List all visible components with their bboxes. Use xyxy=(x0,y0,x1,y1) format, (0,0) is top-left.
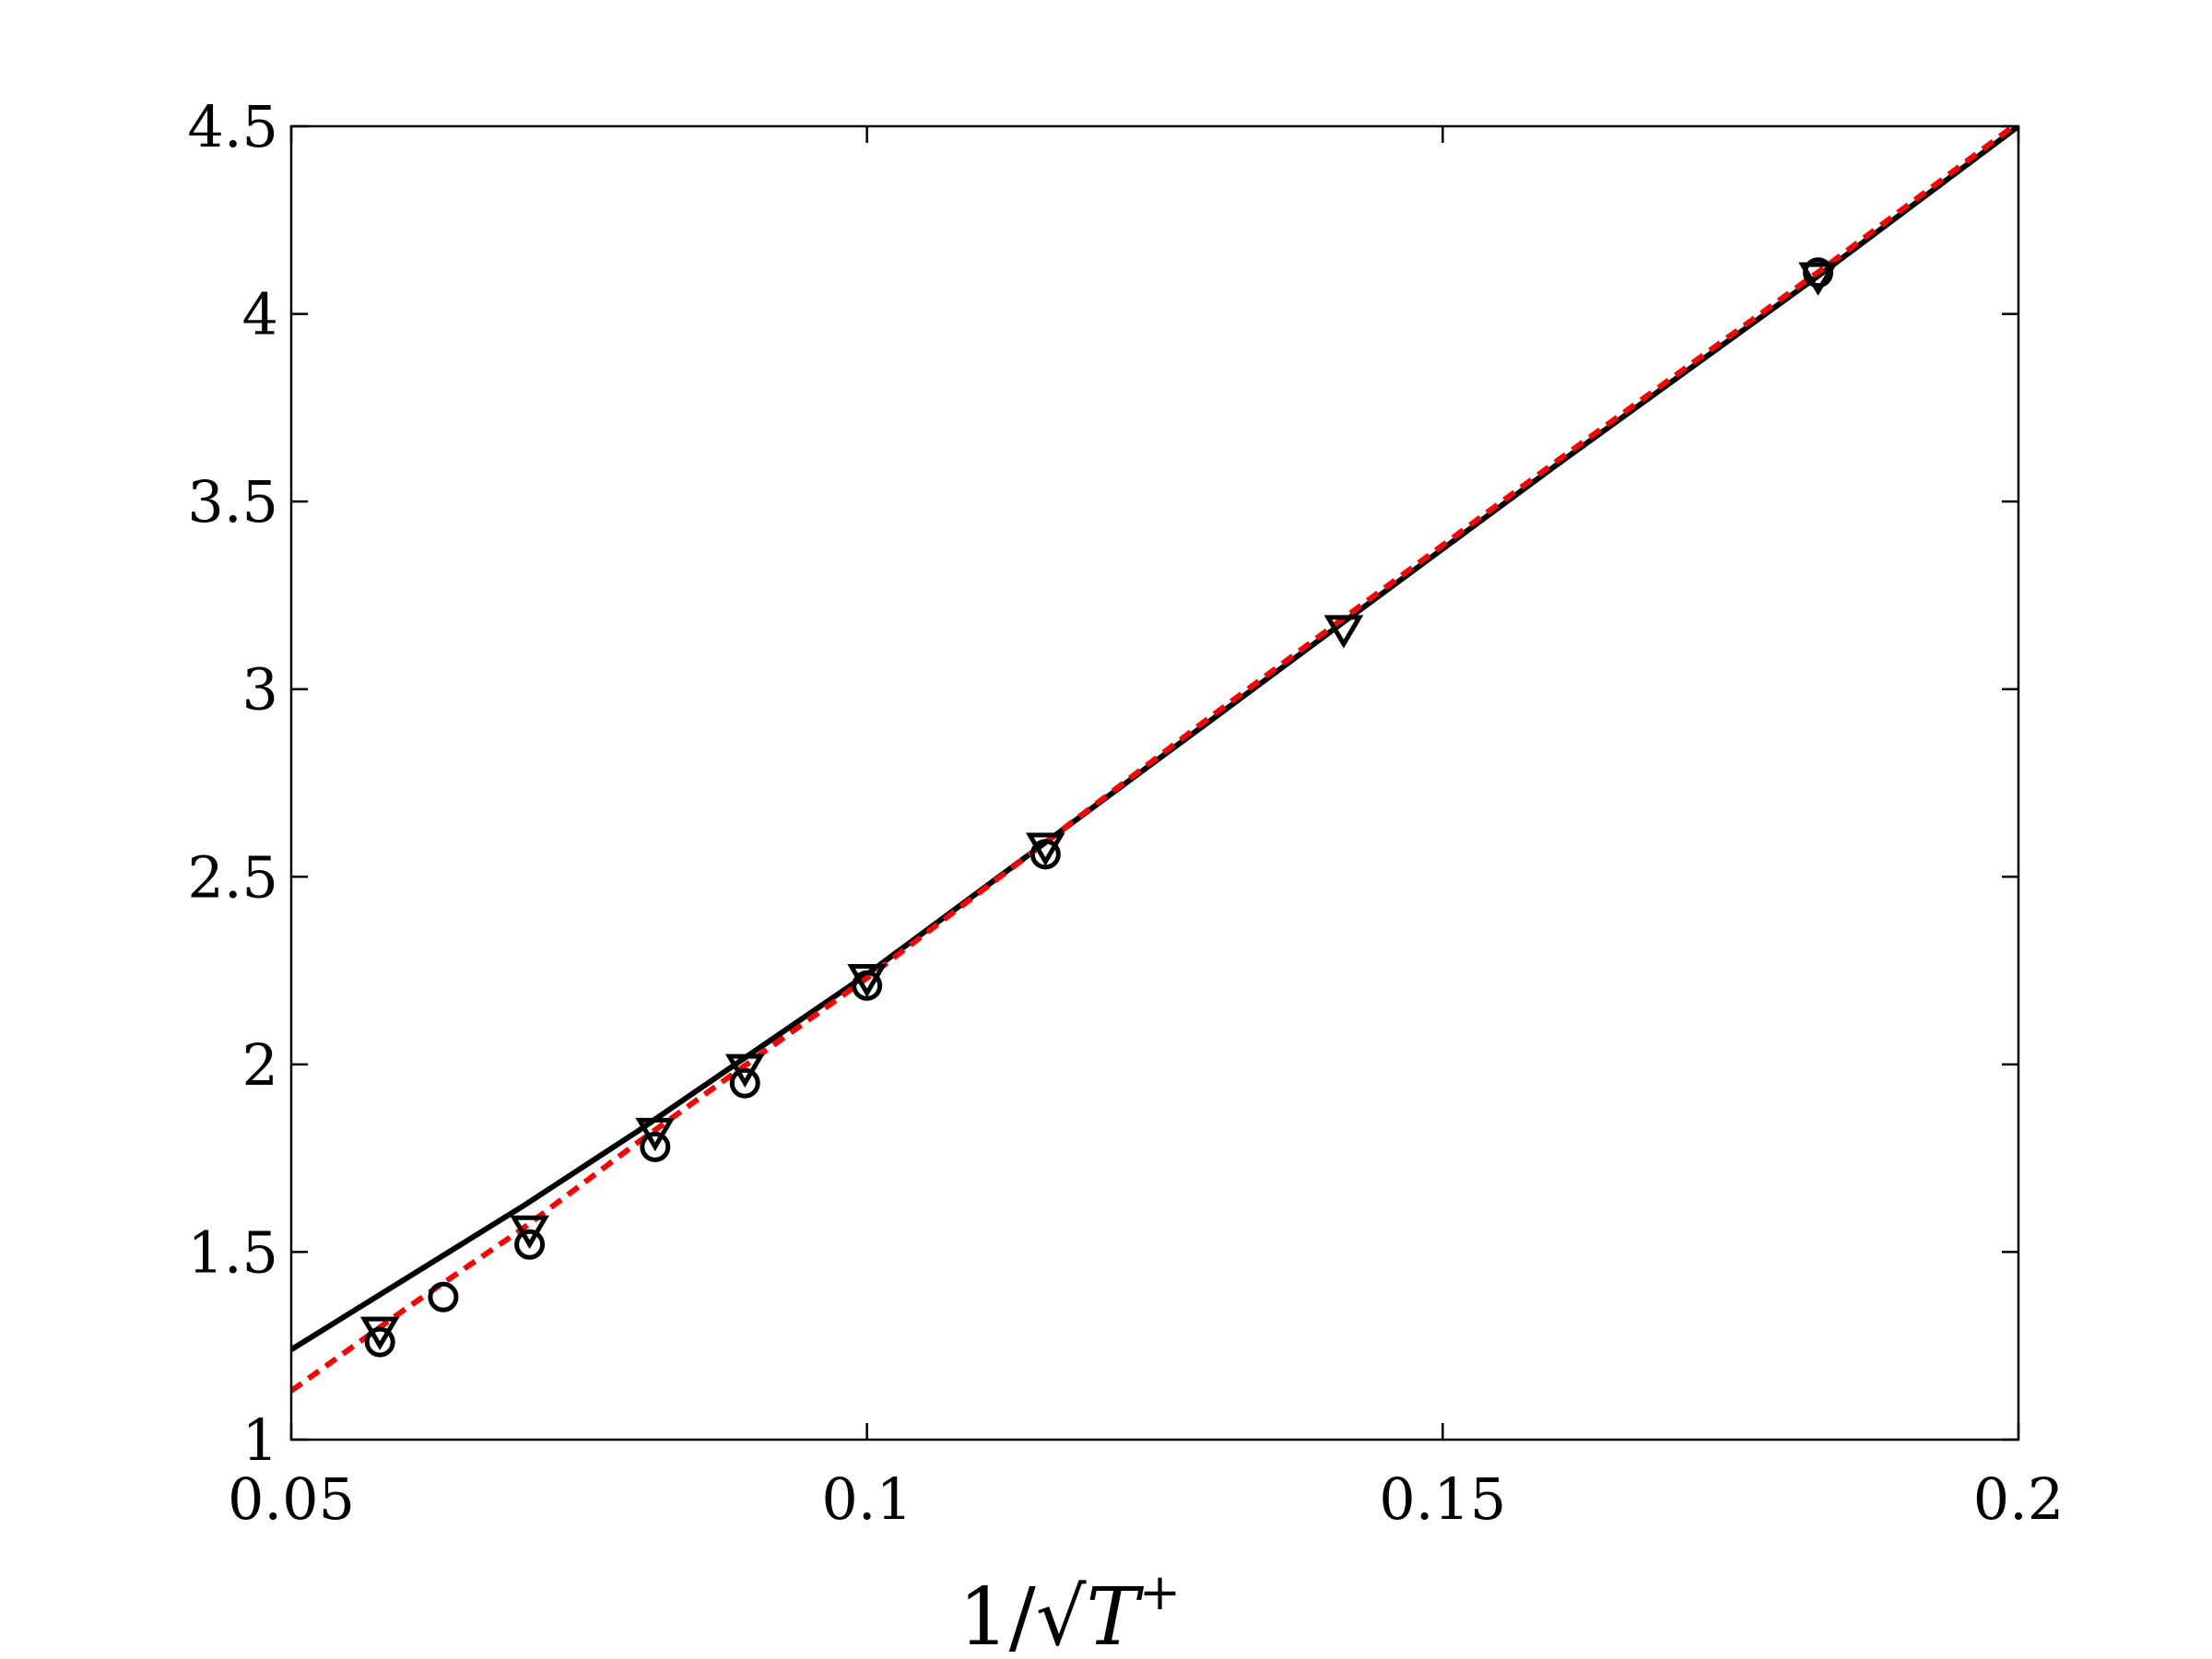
triangle-down-marker xyxy=(847,963,888,998)
y-tick-label: 4.5 xyxy=(187,93,278,160)
triangle-down-marker xyxy=(1025,832,1065,866)
triangle-down-marker xyxy=(510,1215,549,1250)
plot-frame xyxy=(289,124,2020,1441)
x-tick-label: 0.05 xyxy=(228,1465,355,1533)
x-tick-label: 0.1 xyxy=(821,1465,912,1533)
triangle-down-marker xyxy=(724,1053,765,1088)
circle-marker xyxy=(640,1131,671,1162)
circle-marker xyxy=(852,970,883,1001)
circle-marker xyxy=(729,1067,760,1099)
circle-marker xyxy=(364,1326,395,1358)
circle-marker xyxy=(1030,839,1061,870)
x-axis-label: 1/√T+ xyxy=(959,1563,1181,1659)
y-tick-label: 3.5 xyxy=(187,468,278,535)
series-lines xyxy=(291,126,2018,1394)
x-axis-label-superscript: + xyxy=(1139,1563,1181,1621)
y-tick-label: 1 xyxy=(242,1406,278,1474)
circle-marker xyxy=(514,1229,546,1260)
circle-marker xyxy=(428,1281,459,1312)
x-axis-label-variable: T xyxy=(1087,1571,1145,1659)
x-axis-label-sqrt-symbol: √ xyxy=(1036,1571,1087,1659)
x-tick-label: 0.15 xyxy=(1379,1465,1506,1533)
svg-text:1/√T+: 1/√T+ xyxy=(959,1563,1181,1659)
y-tick-label: 3 xyxy=(242,656,278,724)
dashed-red-curve xyxy=(291,126,2018,1394)
triangle-down-marker xyxy=(1798,262,1838,296)
y-tick-label: 2 xyxy=(242,1031,278,1099)
triangle-down-marker xyxy=(1324,615,1364,649)
y-tick-label: 1.5 xyxy=(187,1218,278,1286)
y-tick-label: 2.5 xyxy=(187,843,278,911)
triangle-down-marker xyxy=(635,1117,676,1152)
y-tick-label: 4 xyxy=(242,281,278,348)
x-axis-label-numerator: 1/ xyxy=(959,1571,1036,1659)
circle-marker xyxy=(1803,257,1834,288)
x-tick-label: 0.2 xyxy=(1973,1465,2065,1533)
tick-labels: 0.05 0.1 0.15 0.2 1 1.5 2 2.5 3 3.5 4 4.5 xyxy=(187,93,2064,1533)
series-markers xyxy=(359,257,1838,1358)
